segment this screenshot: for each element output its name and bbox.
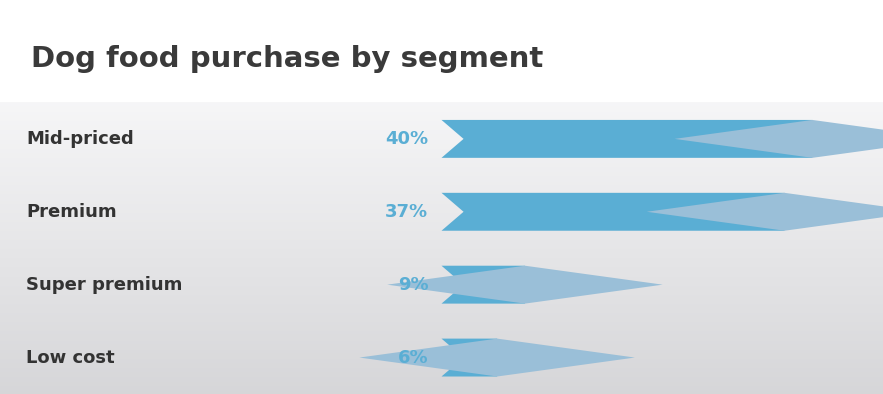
Polygon shape (387, 266, 662, 304)
Polygon shape (442, 193, 785, 231)
Text: Mid-priced: Mid-priced (26, 130, 134, 148)
Text: 9%: 9% (397, 276, 428, 294)
Text: Dog food purchase by segment: Dog food purchase by segment (31, 45, 543, 73)
Polygon shape (359, 338, 635, 377)
Text: 6%: 6% (397, 349, 428, 366)
Text: Premium: Premium (26, 203, 117, 221)
Polygon shape (442, 120, 812, 158)
Text: 40%: 40% (385, 130, 428, 148)
Text: 37%: 37% (385, 203, 428, 221)
Text: Low cost: Low cost (26, 349, 115, 366)
Polygon shape (675, 120, 883, 158)
Polygon shape (442, 338, 497, 377)
Text: Super premium: Super premium (26, 276, 183, 294)
Polygon shape (442, 266, 525, 304)
Polygon shape (646, 193, 883, 231)
